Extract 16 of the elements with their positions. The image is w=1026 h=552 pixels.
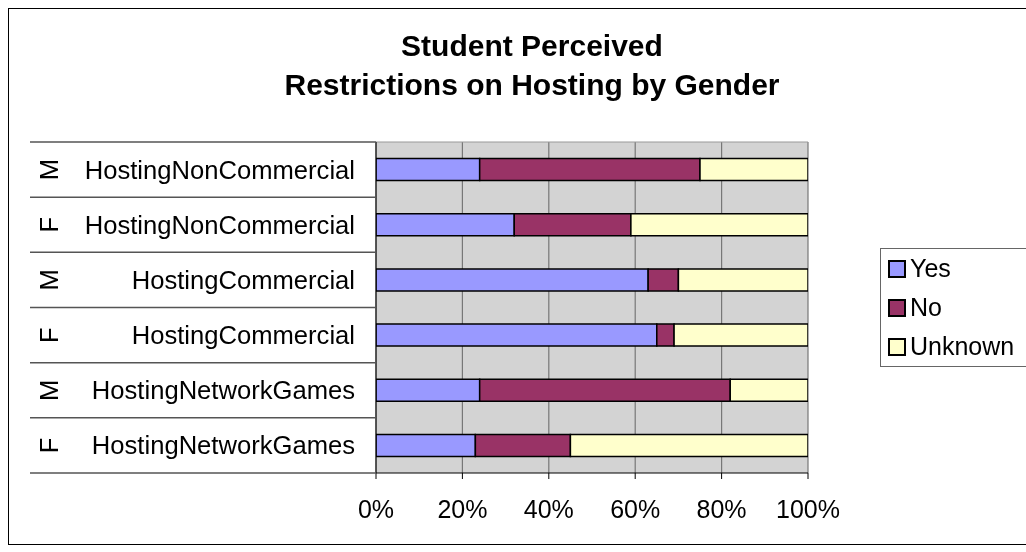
y-tick-label: F HostingNonCommercial — [35, 210, 355, 239]
chart-title: Student Perceived Restrictions on Hosting by Gender — [283, 28, 781, 103]
x-tick-label: 60% — [610, 494, 661, 523]
x-tick-label: 0% — [357, 494, 395, 523]
category-label: F HostingCommercial — [35, 321, 355, 350]
y-tick-label: F HostingNetworkGames — [35, 431, 355, 460]
x-tick-label: 100% — [776, 494, 840, 523]
x-tick-label: 20% — [437, 494, 488, 523]
y-tick-label: M HostingNonCommercial — [35, 155, 355, 184]
legend-label: Yes — [910, 253, 951, 284]
x-tick-label: 80% — [696, 494, 747, 523]
x-tick-label: 40% — [523, 494, 574, 523]
category-label: M HostingCommercial — [35, 265, 355, 294]
y-tick-label: M HostingNetworkGames — [35, 376, 355, 405]
legend-label: No — [910, 292, 942, 323]
legend-label: Unknown — [910, 331, 1015, 362]
